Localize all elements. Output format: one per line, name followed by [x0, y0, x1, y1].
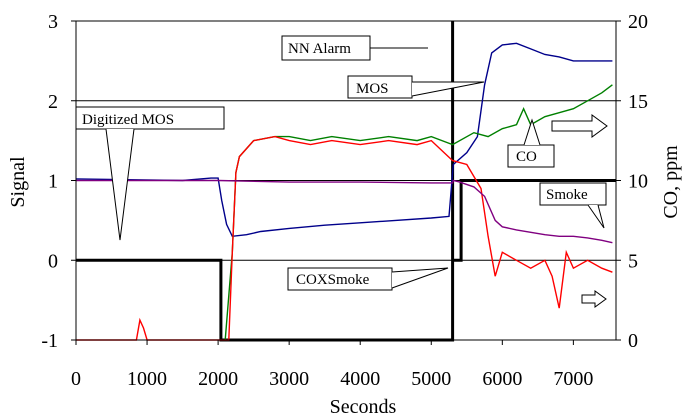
- y-tick-label: 1: [48, 171, 58, 193]
- callout-smoke: Smoke: [539, 182, 607, 229]
- series-line-nn-alarm: [452, 179, 616, 262]
- y2-axis-title: CO, ppm: [660, 145, 682, 219]
- x-tick-label: 5000: [411, 368, 451, 390]
- y2-tick-label: 15: [628, 91, 648, 113]
- y2-tick-label: 10: [628, 171, 648, 193]
- callout-pointer: [411, 81, 485, 97]
- callout-pointer: [523, 118, 541, 146]
- callout-coxsmoke: COXSmoke: [287, 267, 449, 291]
- tick-labels: 0 1000 2000 3000 4000 5000 6000 7000 -1 0 1 2 3 0 5 10 1…: [41, 11, 648, 390]
- x-tick-label: 0: [71, 368, 81, 390]
- y2-tick-label: 20: [628, 11, 648, 33]
- x-tick-label: 6000: [482, 368, 522, 390]
- x-tick-label: 2000: [198, 368, 238, 390]
- callout-digitized-mos: Digitized MOS: [75, 106, 225, 241]
- series-line-coxsmoke: [76, 135, 613, 341]
- y-tick-label: 0: [48, 250, 58, 272]
- y-axis-title: Signal: [7, 156, 29, 208]
- x-tick-label: 3000: [269, 368, 309, 390]
- callout-mos: MOS: [347, 75, 485, 99]
- series-line-mos: [75, 42, 613, 238]
- callout-box: [75, 106, 225, 130]
- right-axis-arrow-icon: [551, 114, 608, 138]
- right-axis-arrow-icon: [581, 290, 607, 308]
- x-tick-label: 4000: [340, 368, 380, 390]
- y-tick-label: -1: [41, 330, 58, 352]
- callout-co: CO: [507, 118, 555, 168]
- plot-frame: [71, 20, 621, 345]
- callout-label: Digitized MOS: [82, 112, 174, 128]
- x-tick-label: 1000: [127, 368, 167, 390]
- x-axis-title: Seconds: [330, 396, 397, 418]
- y2-tick-label: 5: [628, 250, 638, 272]
- callout-pointer: [105, 128, 135, 241]
- callout-box: [539, 182, 607, 206]
- x-tick-label: 7000: [553, 368, 593, 390]
- y-tick-label: 2: [48, 91, 58, 113]
- callout-pointer: [587, 204, 605, 229]
- callout-pointer: [391, 267, 449, 289]
- y2-tick-label: 0: [628, 330, 638, 352]
- callout-label: COXSmoke: [296, 272, 370, 288]
- callout-label: CO: [516, 149, 537, 165]
- callout-label: Smoke: [546, 187, 588, 203]
- callout-nn-alarm: NN Alarm: [281, 35, 428, 61]
- y-tick-label: 3: [48, 11, 58, 33]
- callout-label: MOS: [356, 81, 389, 97]
- callout-label: NN Alarm: [288, 41, 351, 57]
- series-line-smoke: [76, 179, 613, 244]
